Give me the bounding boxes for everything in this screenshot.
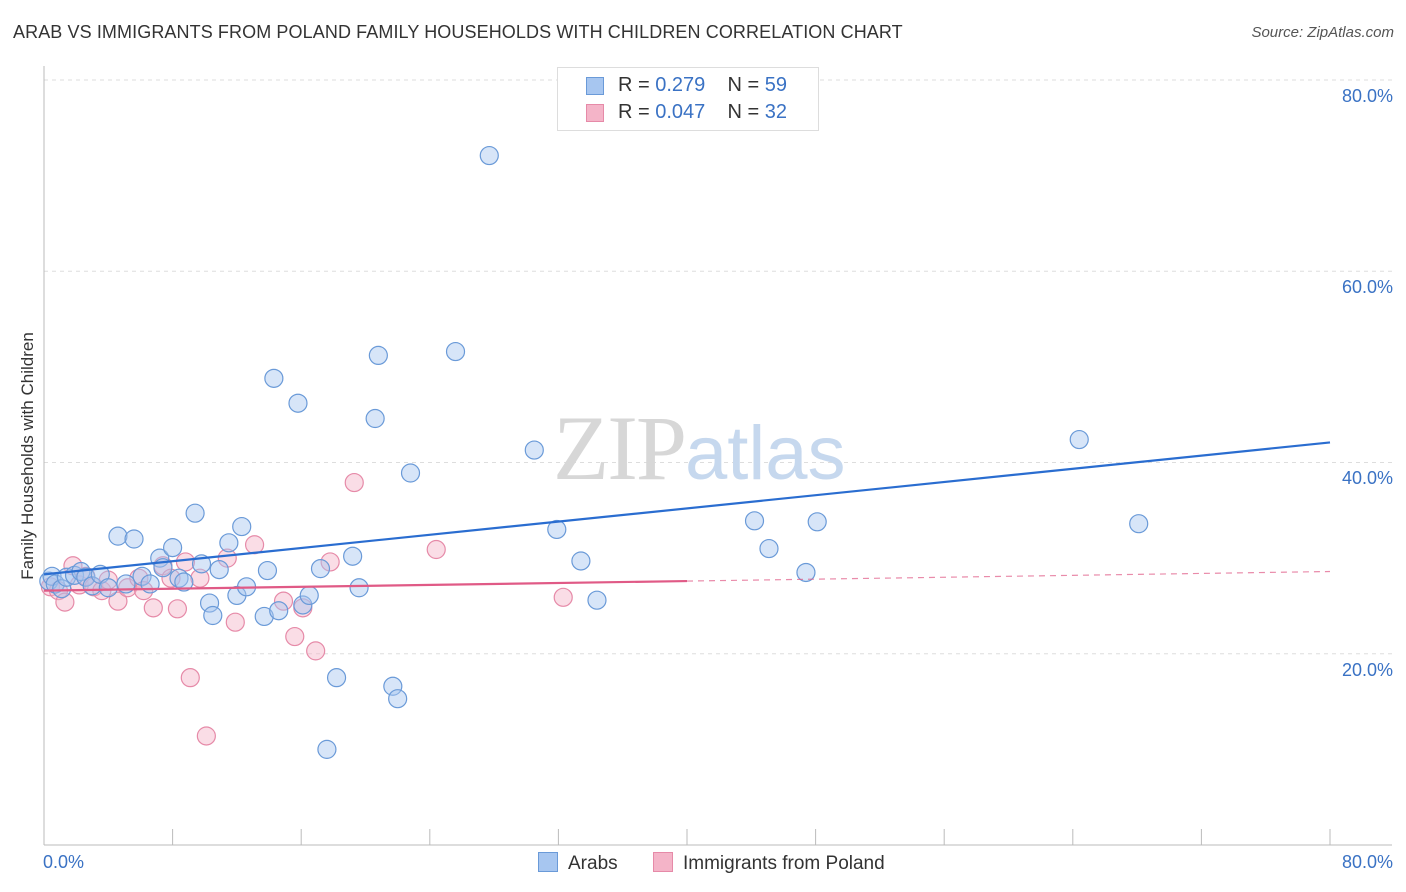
poland-trend-line [43, 579, 688, 592]
arab-point [1069, 429, 1089, 450]
poland-point [320, 552, 340, 572]
poland-point [143, 598, 163, 618]
poland-point [225, 612, 245, 632]
arab-point [388, 689, 408, 709]
arab-point [326, 668, 347, 688]
legend-item-arabs[interactable]: Arabs [538, 852, 618, 875]
arab-point [571, 551, 591, 571]
stats-box: R = 0.279 N = 59 R = 0.047 N = 32 [557, 67, 819, 131]
watermark-zip: ZIP [553, 397, 687, 499]
legend: Arabs Immigrants from Poland [0, 852, 1406, 876]
stats-n-label: N = [727, 101, 765, 123]
arab-point [445, 341, 466, 362]
arab-point [269, 601, 289, 621]
poland-point [161, 568, 181, 588]
poland-point [180, 668, 200, 688]
poland-point [167, 599, 188, 619]
x-tick-label-max: 80.0% [1341, 852, 1393, 872]
poland-point [426, 539, 446, 560]
arab-point [232, 516, 252, 537]
source-label: Source: ZipAtlas.com [1251, 24, 1394, 41]
stats-swatch-poland [586, 104, 604, 122]
arab-point [368, 345, 388, 365]
arab-point [254, 606, 274, 627]
arab-point [759, 538, 779, 559]
y-tick-label-80: 80.0% [1341, 86, 1393, 106]
arab-point [383, 676, 403, 696]
stats-n-label: N = [727, 74, 765, 96]
poland-point [217, 548, 237, 568]
arab-point [257, 560, 278, 581]
legend-label-arabs: Arabs [568, 853, 618, 874]
legend-swatch-arabs [538, 852, 558, 872]
arab-point [163, 538, 183, 558]
arab-point [310, 559, 331, 579]
arab-point [547, 519, 567, 540]
y-tick-label-20: 20.0% [1341, 660, 1393, 680]
arab-point [288, 393, 308, 413]
arab-point [796, 562, 816, 583]
poland-point [190, 568, 210, 588]
stats-swatch-arabs [586, 77, 604, 95]
arab-point [98, 578, 118, 598]
arab-point [299, 585, 319, 606]
y-axis-title: Family Households with Children [18, 332, 37, 580]
poland-point [273, 591, 294, 611]
arab-point [1129, 514, 1149, 534]
stats-r-label: R = [618, 74, 656, 96]
x-tick-label-min: 0.0% [43, 852, 85, 872]
y-tick-label-40: 40.0% [1341, 468, 1393, 488]
arab-point [343, 546, 363, 566]
stats-r-value-poland: 0.047 [655, 101, 706, 123]
poland-point [306, 641, 326, 661]
y-tick-label-60: 60.0% [1341, 277, 1393, 297]
poland-point [553, 587, 573, 607]
grid-lines [44, 79, 1392, 655]
arab-point [400, 463, 421, 483]
axes [43, 66, 1392, 846]
arab-point [174, 572, 194, 592]
poland-points [40, 472, 573, 746]
arab-point [349, 578, 369, 598]
stats-n-value-poland: 32 [764, 101, 788, 123]
poland-point [108, 591, 128, 611]
arab-point [219, 533, 239, 553]
chart-title: ARAB VS IMMIGRANTS FROM POLAND FAMILY HO… [13, 22, 903, 42]
watermark-atlas: atlas [685, 411, 846, 496]
stats-n-value-arabs: 59 [764, 74, 788, 96]
poland-point [175, 552, 196, 572]
arab-point [199, 593, 220, 613]
arab-point [203, 605, 223, 626]
arab-points [39, 145, 1149, 759]
legend-label-poland: Immigrants from Poland [683, 853, 885, 874]
poland-point [344, 472, 364, 493]
stats-r-label: R = [618, 101, 656, 123]
legend-swatch-poland [653, 852, 673, 872]
trend-lines [43, 441, 1331, 592]
stats-r-value-arabs: 0.279 [655, 74, 706, 96]
arab-point [293, 595, 313, 615]
arab-point [132, 566, 152, 586]
poland-point [196, 726, 216, 746]
arab-point [807, 512, 827, 532]
legend-item-poland[interactable]: Immigrants from Poland [653, 852, 885, 875]
arab-point [264, 368, 284, 388]
arab-point [365, 408, 385, 429]
arab-point [479, 145, 499, 166]
arab-point [108, 526, 128, 546]
arab-point [744, 511, 765, 531]
arab-point [209, 559, 229, 580]
poland-point [285, 626, 305, 647]
arab-point [587, 590, 607, 610]
arab-point [52, 579, 72, 599]
arab-point [524, 440, 544, 460]
arab-point [185, 503, 205, 523]
arab-trend-line [43, 441, 1331, 576]
watermark: ZIPatlas [553, 395, 846, 501]
arab-point [124, 529, 144, 549]
poland-trend-extension [686, 570, 1331, 582]
arab-point [317, 739, 337, 759]
